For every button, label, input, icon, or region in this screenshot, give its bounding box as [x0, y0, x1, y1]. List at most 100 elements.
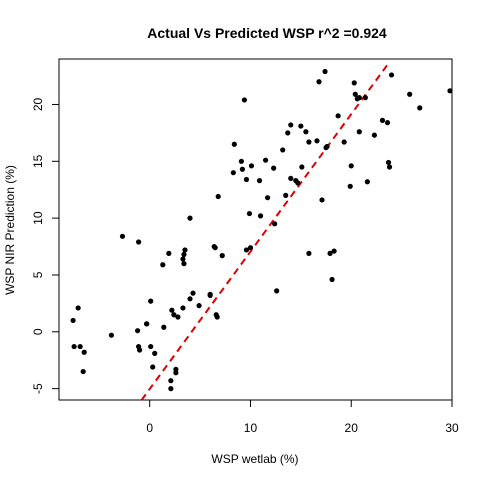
data-point — [144, 321, 150, 327]
data-point — [173, 370, 179, 376]
data-point — [180, 305, 186, 311]
data-point — [119, 233, 126, 239]
data-point — [180, 256, 186, 262]
data-point — [335, 113, 341, 119]
data-point — [351, 80, 357, 86]
y-tick-label: -5 — [31, 383, 45, 394]
data-point — [327, 250, 333, 256]
data-point — [329, 276, 335, 283]
data-point — [171, 312, 177, 318]
data-point — [280, 147, 286, 153]
fit-line — [140, 64, 389, 401]
data-point — [283, 192, 289, 198]
data-point — [161, 324, 167, 330]
data-point — [385, 159, 392, 166]
data-point — [264, 195, 271, 201]
data-point — [238, 158, 244, 164]
data-point — [347, 183, 353, 189]
data-point — [231, 141, 237, 147]
data-point — [272, 221, 278, 227]
x-axis: 0 10 20 30 — [146, 400, 459, 435]
data-point — [447, 88, 453, 94]
data-point — [298, 123, 304, 129]
x-tick-label: 10 — [244, 421, 258, 435]
data-point — [356, 129, 362, 135]
data-point — [285, 130, 291, 136]
data-point — [303, 129, 309, 135]
y-axis-label: WSP NIR Prediction (%) — [3, 165, 17, 295]
data-point — [371, 132, 378, 138]
fit-line-layer — [140, 64, 389, 401]
data-point — [379, 117, 386, 123]
data-point — [108, 332, 114, 338]
data-point — [262, 157, 269, 163]
data-point — [324, 143, 330, 150]
data-point — [136, 239, 142, 245]
x-tick-label: 20 — [345, 421, 359, 435]
data-point — [316, 79, 322, 85]
data-point — [246, 210, 253, 217]
data-point — [175, 314, 181, 320]
data-point — [314, 138, 320, 144]
x-tick-label: 30 — [445, 421, 459, 435]
data-point — [288, 175, 294, 181]
y-tick-label: 20 — [31, 97, 45, 111]
data-point — [352, 91, 358, 97]
data-point — [295, 180, 301, 186]
data-point — [417, 105, 423, 111]
data-point — [407, 91, 413, 97]
data-point — [160, 262, 166, 268]
data-point — [243, 176, 250, 183]
data-point — [181, 251, 187, 258]
data-point — [362, 95, 368, 101]
data-point — [386, 164, 393, 170]
data-point — [256, 178, 263, 184]
data-point — [148, 298, 154, 304]
data-point — [322, 68, 328, 75]
data-point — [241, 97, 248, 103]
data-point — [356, 95, 362, 101]
y-tick-label: 15 — [31, 154, 45, 168]
data-point — [137, 347, 143, 353]
data-point — [348, 163, 354, 169]
data-point — [207, 291, 213, 297]
data-point — [215, 193, 221, 200]
data-point — [168, 378, 174, 384]
data-point — [248, 163, 255, 169]
data-point — [75, 305, 81, 311]
data-point — [81, 349, 87, 355]
plot-frame — [58, 58, 453, 401]
data-point — [331, 248, 337, 254]
data-point — [219, 253, 225, 259]
data-point — [71, 343, 77, 350]
data-point — [182, 247, 188, 253]
data-point — [271, 165, 277, 171]
data-point — [168, 386, 174, 392]
data-point — [152, 350, 158, 356]
data-point — [196, 303, 202, 309]
data-point — [70, 317, 76, 324]
data-point — [239, 166, 245, 172]
x-axis-label: WSP wetlab (%) — [211, 452, 298, 466]
data-point — [187, 215, 193, 221]
points-layer — [70, 68, 453, 392]
y-axis: -5 0 5 10 15 20 — [31, 97, 59, 394]
data-point — [247, 245, 254, 251]
data-point — [319, 197, 325, 203]
data-point — [243, 247, 250, 253]
y-tick-label: 5 — [31, 271, 45, 278]
data-point — [288, 122, 294, 128]
data-point — [77, 343, 83, 350]
data-point — [306, 139, 312, 145]
x-tick-label: 0 — [146, 421, 153, 435]
data-point — [212, 245, 218, 251]
data-point — [135, 328, 141, 334]
y-tick-label: 0 — [31, 328, 45, 335]
data-point — [80, 368, 86, 375]
data-point — [166, 250, 172, 256]
data-point — [181, 261, 187, 267]
data-point — [384, 120, 391, 126]
data-point — [150, 364, 156, 370]
data-point — [230, 170, 236, 176]
